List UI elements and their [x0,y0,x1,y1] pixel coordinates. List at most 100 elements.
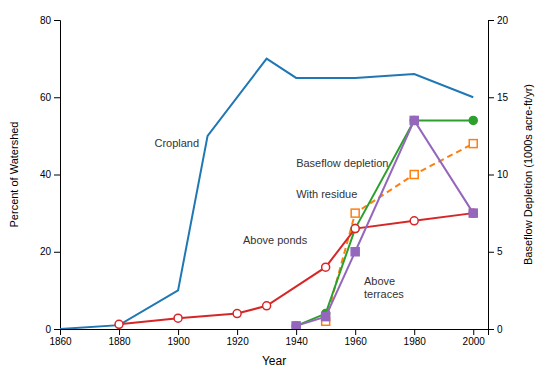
x-axis: 1860 1880 1900 1920 1940 1960 1980 2000 [49,329,488,347]
marker [263,302,271,310]
annotations: Cropland Baseflow depletion With residue Ab… [154,137,404,300]
marker [469,140,477,148]
tick-mark [178,329,179,335]
tick-label: 60 [40,92,52,103]
tick-label: 1860 [49,336,72,347]
tick-mark [488,329,494,330]
marker [410,171,418,179]
marker [292,322,300,329]
annotation-line: Above ponds [243,234,308,246]
marker [351,209,359,217]
tick-mark [54,175,60,176]
tick: 1860 [49,329,72,347]
marker [115,320,123,328]
tick: 20 [488,15,509,26]
tick-mark [488,97,494,98]
marker [410,217,418,225]
marker [233,310,241,318]
tick-label: 15 [497,92,509,103]
marker [322,313,330,321]
annotation-line: Above [364,275,395,287]
tick: 1940 [286,329,309,347]
tick: 0 [45,324,60,335]
y-axis-title: Percent of Watershed [8,122,20,228]
tick-label: 1940 [286,336,309,347]
series-area [60,59,477,329]
tick-mark [54,329,60,330]
y2-axis-title: Baseflow Depletion (1000s acre-ft/yr) [522,84,534,265]
tick-mark [414,329,415,335]
tick-mark [488,252,494,253]
line [296,120,473,325]
line [60,59,473,329]
marker [292,322,300,329]
tick-label: 20 [497,15,509,26]
annotation: Aboveterraces [364,275,404,300]
marker [174,314,182,322]
marker [469,209,477,217]
marker [410,116,418,124]
line [296,120,473,325]
line [119,213,473,324]
annotation: Above ponds [243,234,308,246]
annotation-line: Cropland [154,137,199,149]
x-axis-title: Year [262,354,286,368]
y-axis: 0 20 40 60 80 [40,15,61,335]
marker [322,263,330,271]
annotation: With residue [296,188,357,200]
tick-label: 0 [45,324,51,335]
tick: 80 [40,15,60,26]
tick-mark [296,329,297,335]
marker [410,116,418,124]
tick-label: 2000 [463,336,486,347]
marker [351,225,359,233]
tick-mark [355,329,356,335]
tick: 20 [40,246,60,257]
chart: 1860 1880 1900 1920 1940 1960 1980 2000 0 20 40 60 8… [0,0,550,375]
marker [351,248,359,256]
tick: 1980 [404,329,427,347]
tick-mark [119,329,120,335]
tick-label: 1900 [167,336,190,347]
series [60,59,473,329]
tick: 2000 [463,329,486,347]
tick-label: 1880 [108,336,131,347]
tick-label: 1920 [226,336,249,347]
series [292,116,477,329]
tick-label: 5 [497,246,503,257]
y2-axis: 0 5 10 15 20 [488,15,509,335]
tick-label: 40 [40,169,52,180]
tick: 1880 [108,329,131,347]
tick-label: 0 [497,324,503,335]
tick: 0 [488,324,503,335]
axis-line [54,21,61,330]
tick-label: 1960 [345,336,368,347]
tick-label: 20 [40,246,52,257]
tick: 1900 [167,329,190,347]
tick-mark [488,175,494,176]
marker [469,209,477,217]
axis-line [61,330,489,336]
tick: 60 [40,92,60,103]
marker [351,225,359,233]
tick-label: 10 [497,169,509,180]
tick-mark [54,252,60,253]
annotation: Baseflow depletion [296,157,388,169]
marker [469,116,477,124]
annotation-line: Baseflow depletion [296,157,388,169]
plot: 1860 1880 1900 1920 1940 1960 1980 2000 0 20 40 60 8… [8,15,534,368]
tick: 5 [488,246,503,257]
tick: 1960 [345,329,368,347]
tick-mark [237,329,238,335]
tick-label: 1980 [404,336,427,347]
tick-mark [473,329,474,335]
series [292,116,477,329]
line [326,144,474,322]
annotation-line: terraces [364,288,404,300]
tick-mark [54,97,60,98]
series [115,209,477,328]
tick: 1920 [226,329,249,347]
tick-mark [488,20,494,21]
axis-line [489,21,495,330]
annotation: Cropland [154,137,199,149]
